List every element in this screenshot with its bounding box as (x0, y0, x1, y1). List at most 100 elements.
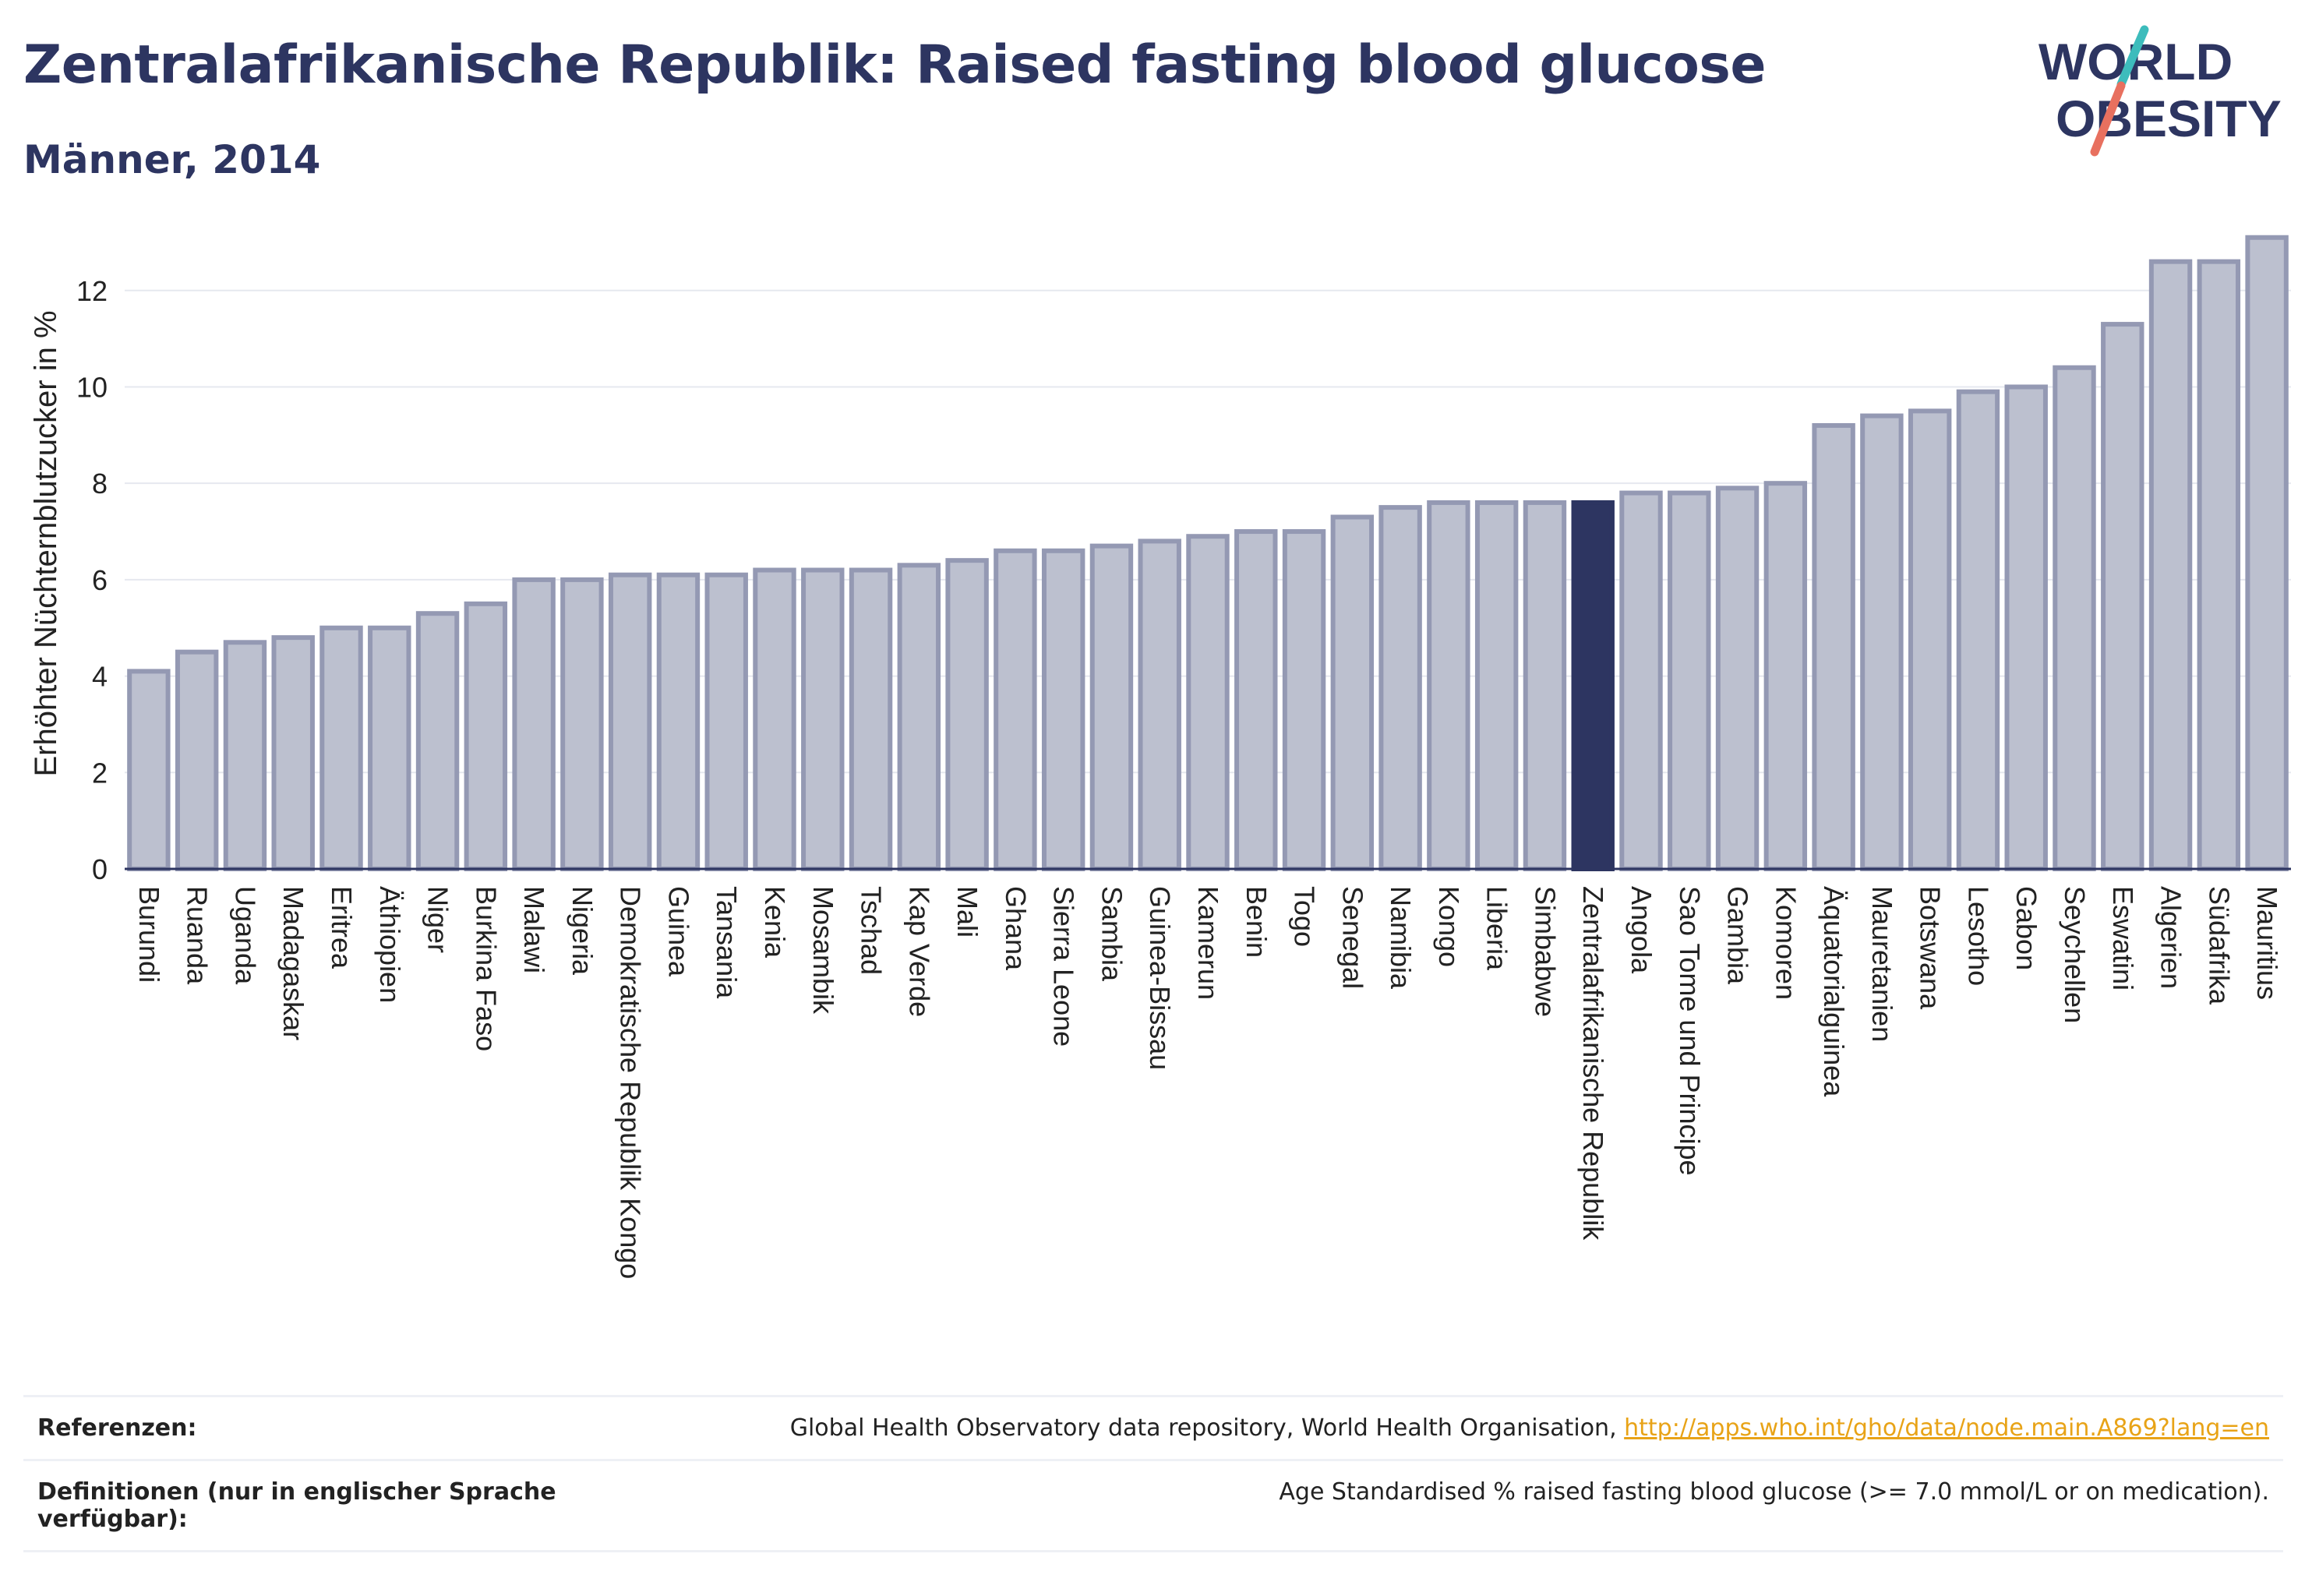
x-tick-label: Eritrea (326, 886, 358, 969)
bar (127, 669, 171, 871)
x-tick-label: Namibia (1385, 886, 1417, 990)
x-tick-label: Uganda (229, 886, 261, 985)
bar (945, 558, 989, 871)
y-tick-label: 0 (92, 853, 108, 885)
bar (1523, 500, 1567, 871)
bar (223, 640, 267, 872)
x-tick-label: Liberia (1481, 886, 1513, 971)
x-tick-label: Mauritius (2251, 886, 2283, 1000)
bar-chart: 0 2 4 6 8 10 12 Burundi Ruanda Uganda Madagaskar E… (29, 235, 2291, 1279)
x-tick-label: Kongo (1433, 886, 1465, 967)
references-label: Referenzen: (37, 1414, 197, 1442)
bar (368, 625, 411, 871)
bar (1715, 486, 1760, 871)
bar (1571, 500, 1615, 871)
x-axis-labels: Burundi Ruanda Uganda Madagaskar Eritrea Äthi… (133, 886, 2283, 1279)
x-tick-label: Guinea-Bissau (1144, 886, 1176, 1070)
bar (704, 572, 748, 871)
x-tick-label: Gabon (2010, 886, 2042, 970)
bar (1812, 422, 1855, 871)
bar (2004, 384, 2048, 871)
bar (1619, 490, 1663, 871)
x-tick-label: Nigeria (567, 886, 598, 976)
references-row: Referenzen: Global Health Observatory da… (23, 1395, 2283, 1459)
x-tick-label: Algerien (2155, 886, 2187, 989)
bar (1330, 514, 1375, 871)
bar (1138, 538, 1181, 871)
bar (897, 563, 941, 871)
x-tick-label: Simbabwe (1529, 886, 1561, 1017)
x-tick-label: Tansania (711, 886, 743, 999)
bar (1234, 529, 1278, 871)
x-tick-label: Sierra Leone (1048, 886, 1080, 1047)
bar (464, 601, 508, 871)
bar (2148, 259, 2193, 871)
bar (801, 567, 845, 871)
bar (656, 572, 701, 871)
x-tick-label: Senegal (1336, 886, 1368, 989)
bar (1186, 534, 1230, 871)
references-value: Global Health Observatory data repositor… (790, 1414, 2269, 1442)
bar (1427, 500, 1470, 871)
bar (1763, 481, 1808, 871)
y-tick-label: 6 (92, 564, 108, 596)
chart-subtitle: Männer, 2014 (23, 137, 321, 182)
x-tick-label: Guinea (662, 886, 694, 977)
x-tick-label: Südafrika (2203, 886, 2235, 1005)
x-tick-label: Malawi (518, 886, 550, 973)
logo-slash-teal (2116, 25, 2149, 89)
x-tick-label: Tschad (856, 886, 888, 975)
definitions-label: Definitionen (nur in englischer Sprache … (37, 1478, 556, 1533)
x-tick-label: Ghana (1000, 886, 1032, 971)
bar (849, 567, 893, 871)
x-tick-label: Burundi (133, 886, 165, 983)
bar (319, 625, 363, 871)
definitions-value: Age Standardised % raised fasting blood … (1279, 1478, 2269, 1506)
bar (2245, 235, 2289, 872)
x-tick-label: Burkina Faso (470, 886, 502, 1051)
logo-word-obesity: OBESITY (2056, 90, 2282, 147)
x-tick-label: Kenia (759, 886, 791, 959)
bar (1956, 389, 2000, 871)
bar (1378, 505, 1422, 871)
x-tick-label: Mauretanien (1866, 886, 1898, 1042)
y-tick-label: 12 (76, 275, 108, 307)
x-tick-label: Kamerun (1192, 886, 1224, 1000)
x-tick-label: Eswatini (2107, 886, 2139, 990)
x-tick-label: Sao Tome und Principe (1674, 886, 1706, 1176)
x-tick-label: Seychellen (2059, 886, 2091, 1023)
x-tick-label: Togo (1289, 886, 1321, 947)
bars (127, 235, 2289, 872)
x-tick-label: Botswana (1915, 886, 1947, 1010)
bar (2197, 259, 2241, 871)
x-tick-label: Angola (1626, 886, 1657, 974)
x-tick-label: Äthiopien (374, 886, 406, 1003)
x-tick-label: Kap Verde (903, 886, 935, 1017)
x-tick-label: Mosambik (807, 886, 839, 1015)
bar (753, 567, 796, 871)
x-tick-label: Sambia (1096, 886, 1128, 982)
footer-table: Referenzen: Global Health Observatory da… (23, 1395, 2283, 1552)
x-tick-label: Benin (1241, 886, 1273, 958)
references-link[interactable]: http://apps.who.int/gho/data/node.main.A… (1624, 1414, 2269, 1442)
world-obesity-logo: WORLD OBESITY (2038, 25, 2282, 157)
bar (608, 572, 652, 871)
bar (1860, 413, 1904, 871)
bar (2101, 322, 2144, 871)
bar (994, 548, 1037, 871)
references-text: Global Health Observatory data repositor… (789, 1414, 1625, 1442)
x-tick-label: Demokratische Republik Kongo (615, 886, 647, 1279)
bar (1041, 548, 1085, 871)
y-tick-label: 2 (92, 757, 108, 789)
y-tick-label: 10 (76, 371, 108, 403)
chart-title: Zentralafrikanische Republik: Raised fas… (23, 34, 1766, 96)
bar (2053, 365, 2096, 872)
bar (512, 577, 556, 871)
bar (1908, 408, 1952, 871)
bar (1089, 543, 1134, 871)
x-tick-label: Lesotho (1962, 886, 1994, 986)
definitions-row: Definitionen (nur in englischer Sprache … (23, 1459, 2283, 1552)
x-tick-label: Zentralafrikanische Republik (1577, 886, 1609, 1241)
x-tick-label: Mali (951, 886, 983, 937)
x-tick-label: Ruanda (182, 886, 214, 985)
